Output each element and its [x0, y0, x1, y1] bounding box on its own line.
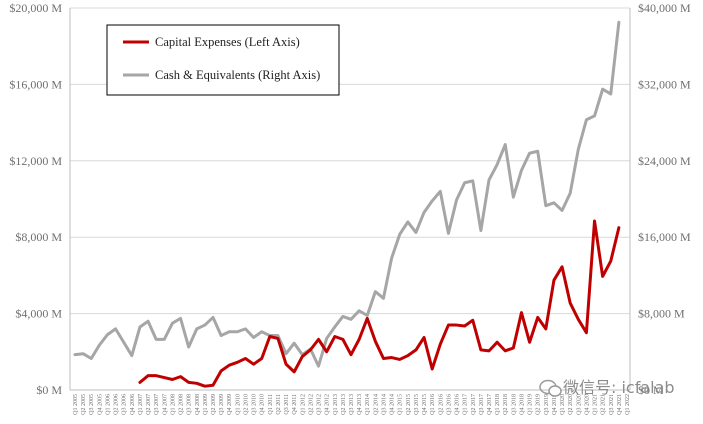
x-tick-label: Q4 2015	[422, 394, 428, 415]
x-tick-label: Q1 2015	[398, 394, 404, 415]
x-tick-label: Q3 2019	[544, 394, 550, 415]
x-tick-label: Q1 2010	[235, 394, 241, 415]
x-tick-label: Q4 2009	[227, 394, 233, 415]
wechat-icon	[539, 379, 562, 397]
x-tick-label: Q4 2008	[195, 394, 201, 415]
x-axis-ticks: Q1 2005 Q2 2005 Q3 2005 Q4 2005 Q1 2006 Q2 20…	[73, 394, 631, 415]
x-tick-label: Q1 2022	[625, 394, 631, 415]
x-tick-label: Q2 2007	[146, 394, 152, 415]
x-tick-label: Q3 2007	[154, 394, 160, 415]
x-tick-label: Q2 2009	[211, 394, 217, 415]
x-tick-label: Q1 2014	[365, 394, 371, 415]
x-tick-label: Q2 2010	[243, 394, 249, 415]
x-tick-label: Q1 2013	[333, 394, 339, 415]
x-tick-label: Q3 2020	[576, 394, 582, 415]
x-tick-label: Q3 2018	[511, 394, 517, 415]
x-tick-label: Q1 2012	[300, 394, 306, 415]
x-tick-label: Q1 2018	[495, 394, 501, 415]
legend-box	[106, 24, 340, 96]
left-axis-ticks: $0 M $4,000 M $8,000 M $12,000 M $16,000 M $2…	[9, 1, 62, 397]
left-tick-label: $8,000 M	[15, 230, 62, 244]
right-axis-ticks: $0 M $8,000 M $16,000 M $24,000 M $32,000 M $…	[638, 1, 691, 397]
x-tick-label: Q1 2007	[138, 394, 144, 415]
x-tick-label: Q4 2019	[552, 394, 558, 415]
legend-label-capex: Capital Expenses (Left Axis)	[155, 35, 300, 49]
x-tick-label: Q2 2014	[373, 394, 379, 415]
right-tick-label: $0 M	[638, 383, 664, 397]
x-tick-label: Q2 2020	[568, 394, 574, 415]
x-tick-label: Q4 2016	[455, 394, 461, 415]
x-tick-label: Q3 2014	[381, 394, 387, 415]
x-tick-label: Q2 2017	[471, 394, 477, 415]
legend: Capital Expenses (Left Axis) Cash & Equi…	[106, 24, 340, 96]
x-tick-label: Q2 2006	[114, 394, 120, 415]
x-tick-label: Q1 2008	[170, 394, 176, 415]
right-tick-label: $8,000 M	[638, 307, 685, 321]
x-tick-label: Q1 2021	[593, 394, 599, 415]
x-tick-label: Q3 2006	[122, 394, 128, 415]
x-tick-label: Q1 2017	[463, 394, 469, 415]
x-tick-label: Q4 2006	[130, 394, 136, 415]
x-tick-label: Q3 2012	[317, 394, 323, 415]
x-tick-label: Q1 2006	[105, 394, 111, 415]
x-tick-label: Q1 2011	[268, 394, 274, 415]
x-tick-label: Q3 2008	[187, 394, 193, 415]
left-tick-label: $16,000 M	[9, 77, 62, 91]
x-tick-label: Q3 2010	[252, 394, 258, 415]
left-tick-label: $0 M	[36, 383, 62, 397]
right-tick-label: $40,000 M	[638, 1, 691, 15]
left-tick-label: $12,000 M	[9, 154, 62, 168]
x-tick-label: Q3 2013	[349, 394, 355, 415]
x-tick-label: Q3 2005	[89, 394, 95, 415]
x-tick-label: Q2 2012	[308, 394, 314, 415]
x-tick-label: Q4 2018	[519, 394, 525, 415]
x-tick-label: Q2 2005	[81, 394, 87, 415]
watermark-text: 微信号: icfalab	[563, 378, 675, 397]
x-tick-label: Q4 2007	[162, 394, 168, 415]
right-tick-label: $24,000 M	[638, 154, 691, 168]
series-line-capex	[138, 219, 621, 388]
x-tick-label: Q1 2005	[73, 394, 79, 415]
x-tick-label: Q4 2013	[357, 394, 363, 415]
x-tick-label: Q3 2021	[609, 394, 615, 415]
x-tick-label: Q4 2014	[390, 394, 396, 415]
x-tick-label: Q3 2011	[284, 394, 290, 415]
right-tick-label: $32,000 M	[638, 77, 691, 91]
x-tick-label: Q3 2009	[219, 394, 225, 415]
left-tick-label: $4,000 M	[15, 307, 62, 321]
x-tick-label: Q2 2015	[406, 394, 412, 415]
x-tick-label: Q2 2019	[536, 394, 542, 415]
x-tick-label: Q2 2021	[601, 394, 607, 415]
x-tick-label: Q2 2013	[341, 394, 347, 415]
x-tick-label: Q2 2016	[438, 394, 444, 415]
x-tick-label: Q2 2008	[179, 394, 185, 415]
x-tick-label: Q4 2005	[97, 394, 103, 415]
x-tick-label: Q2 2018	[503, 394, 509, 415]
x-tick-label: Q4 2012	[325, 394, 331, 415]
x-tick-label: Q3 2016	[446, 394, 452, 415]
x-tick-label: Q3 2017	[479, 394, 485, 415]
right-tick-label: $16,000 M	[638, 230, 691, 244]
x-tick-label: Q4 2020	[584, 394, 590, 415]
left-tick-label: $20,000 M	[9, 1, 62, 15]
series-layer	[73, 20, 621, 388]
x-tick-label: Q4 2017	[487, 394, 493, 415]
x-tick-label: Q4 2011	[292, 394, 298, 415]
legend-label-cash: Cash & Equivalents (Right Axis)	[155, 68, 320, 82]
x-tick-label: Q1 2019	[528, 394, 534, 415]
watermark: 微信号: icfalab	[539, 378, 675, 397]
x-tick-label: Q4 2021	[617, 394, 623, 415]
x-tick-label: Q1 2020	[560, 394, 566, 415]
x-tick-label: Q3 2015	[414, 394, 420, 415]
x-tick-label: Q2 2011	[276, 394, 282, 415]
x-tick-label: Q1 2009	[203, 394, 209, 415]
series-line-cash	[73, 20, 621, 368]
x-tick-label: Q1 2016	[430, 394, 436, 415]
x-tick-label: Q4 2010	[260, 394, 266, 415]
